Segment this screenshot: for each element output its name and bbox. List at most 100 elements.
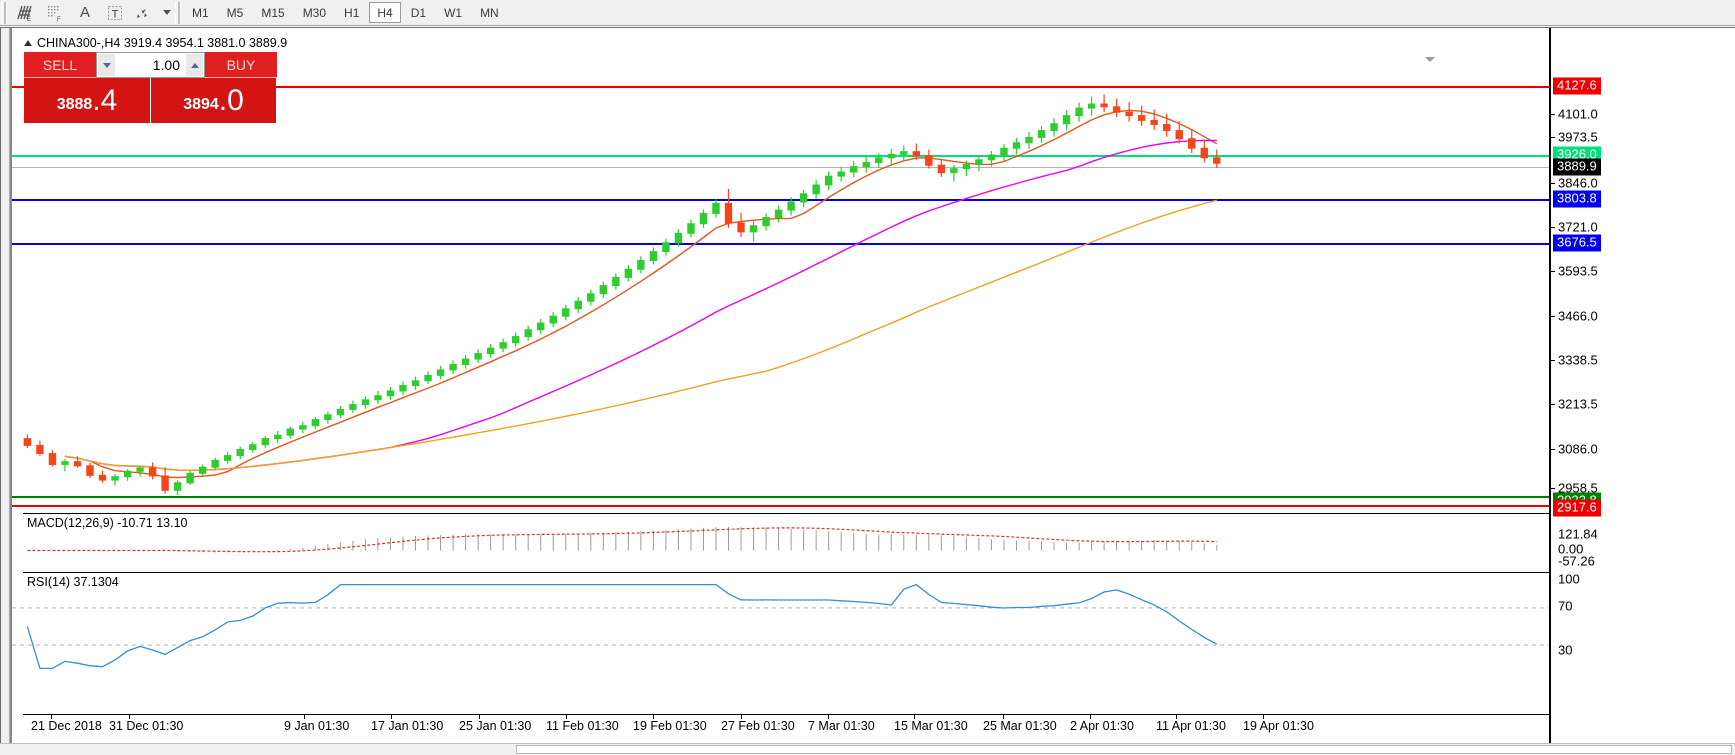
timeframe-h4[interactable]: H4 — [369, 2, 401, 23]
sell-price-display[interactable]: 3888.4 — [24, 78, 150, 123]
candle-body — [824, 175, 833, 186]
time-tick — [1263, 715, 1264, 719]
candle-body — [148, 467, 157, 477]
macd-pane-divider — [23, 513, 1550, 514]
candle-body — [136, 467, 144, 472]
time-tick — [304, 715, 305, 719]
price-axis[interactable]: 4101.0 3973.5 3846.0 3721.0 3593.5 3466.0 3338… — [1549, 28, 1735, 755]
buy-price-integer: 3894 — [183, 96, 219, 113]
buy-price-display[interactable]: 3894.0 — [150, 78, 276, 123]
candle-body — [1037, 130, 1046, 138]
scrollbar-thumb[interactable] — [516, 745, 1732, 754]
timeframe-w1[interactable]: W1 — [444, 5, 463, 20]
last-price-tag[interactable]: 3889.9 — [1553, 158, 1601, 176]
time-tick — [828, 715, 829, 719]
support-level-1-tag[interactable]: 3803.8 — [1553, 190, 1601, 208]
toolbar-grip-2[interactable] — [175, 1, 182, 24]
timeframe-m5[interactable]: M5 — [226, 5, 244, 20]
candle-body — [787, 201, 795, 211]
timeframe-h1[interactable]: H1 — [344, 5, 360, 20]
time-label: 15 Mar 01:30 — [894, 719, 968, 733]
candle-body — [712, 202, 720, 215]
level-line-green-2933[interactable] — [12, 496, 1550, 498]
one-click-trading-panel[interactable]: SELL 1.00 BUY 3888.4 3894.0 — [24, 52, 277, 123]
buy-button[interactable]: BUY — [205, 52, 277, 78]
candle-body — [587, 293, 595, 302]
candle-body — [599, 285, 608, 295]
price-tick — [1551, 360, 1555, 361]
timeframe-mn[interactable]: MN — [480, 5, 499, 20]
time-label: 17 Jan 01:30 — [371, 719, 444, 733]
sell-button[interactable]: SELL — [24, 52, 96, 78]
candle-body — [537, 322, 545, 331]
resistance-level-tag[interactable]: 4127.6 — [1553, 77, 1601, 95]
text-label-icon[interactable]: T — [100, 2, 130, 24]
candle-body — [1213, 157, 1221, 164]
timeframe-d1[interactable]: D1 — [410, 5, 427, 20]
price-label: 3593.5 — [1558, 263, 1598, 279]
time-label: 2 Apr 01:30 — [1070, 719, 1134, 733]
candle-body — [186, 472, 194, 484]
candle-body — [361, 399, 370, 406]
time-tick — [129, 715, 130, 719]
time-tick — [914, 715, 915, 719]
text-tool-icon[interactable]: A — [79, 4, 90, 21]
time-tick — [1003, 715, 1004, 719]
level-line-resistance-4127[interactable] — [12, 86, 1550, 88]
macd-max-label: 121.84 — [1558, 526, 1598, 542]
timeframe-m15[interactable]: M15 — [261, 5, 285, 20]
candle-body — [486, 347, 495, 355]
chevron-down-icon[interactable] — [160, 2, 174, 24]
macd-histogram — [177, 527, 1218, 553]
ma-slow-line — [64, 199, 1217, 472]
volume-decrease-button[interactable] — [97, 53, 116, 77]
level-line-lastprice-3889[interactable] — [12, 167, 1550, 168]
toolbar-grip-1[interactable] — [1, 1, 8, 24]
svg-text:E: E — [27, 17, 31, 22]
chart-symbol-header: CHINA300-,H4 3919.4 3954.1 3881.0 3889.9 — [24, 36, 287, 50]
time-tick — [479, 715, 480, 719]
svg-text:T: T — [112, 8, 119, 20]
support-level-2-tag[interactable]: 3676.5 — [1553, 234, 1601, 252]
candle-body — [637, 259, 645, 270]
candle-body — [1188, 138, 1196, 149]
candle-body — [424, 374, 432, 382]
red-level-tag[interactable]: 2917.6 — [1553, 499, 1601, 517]
chart-canvas-area[interactable]: CHINA300-,H4 3919.4 3954.1 3881.0 3889.9… — [10, 28, 1735, 755]
candle-body — [411, 380, 420, 387]
candle-body — [562, 308, 570, 317]
candle-body — [674, 232, 683, 244]
time-label: 19 Feb 01:30 — [633, 719, 707, 733]
time-label: 25 Mar 01:30 — [983, 719, 1057, 733]
level-line-support-3803[interactable] — [12, 199, 1550, 201]
time-axis[interactable]: 21 Dec 2018 31 Dec 01:30 9 Jan 01:30 17 Jan… — [23, 714, 1550, 736]
price-tick — [1551, 488, 1555, 489]
price-tick — [1551, 449, 1555, 450]
candle-body — [850, 166, 858, 173]
level-line-stop-3926[interactable] — [12, 155, 1550, 157]
level-line-red-2917[interactable] — [12, 505, 1550, 507]
chart-left-grip[interactable] — [1, 28, 10, 755]
triangle-up-icon — [190, 62, 199, 68]
candle-body — [1112, 106, 1121, 113]
timeframe-m30[interactable]: M30 — [302, 5, 327, 20]
chart-collapse-icon[interactable] — [1425, 57, 1435, 62]
timeframe-m1[interactable]: M1 — [192, 5, 209, 20]
volume-increase-button[interactable] — [185, 53, 204, 77]
triangle-down-icon — [102, 62, 111, 68]
macd-min-label: -57.26 — [1558, 553, 1595, 569]
crosshair-icon[interactable]: F — [40, 2, 70, 24]
volume-input[interactable]: 1.00 — [116, 53, 185, 77]
time-label: 25 Jan 01:30 — [459, 719, 532, 733]
candle-body — [1175, 130, 1183, 140]
indicators-icon[interactable]: E — [10, 2, 40, 24]
chart-window: CHINA300-,H4 3919.4 3954.1 3881.0 3889.9… — [0, 27, 1735, 755]
candle-body — [1025, 136, 1033, 144]
collapse-triangle-icon[interactable] — [24, 40, 32, 46]
level-line-support-3676[interactable] — [12, 243, 1550, 245]
volume-stepper[interactable]: 1.00 — [96, 52, 205, 78]
ma-fast-line — [64, 109, 1218, 479]
horizontal-scrollbar[interactable] — [0, 743, 1735, 755]
candle-body — [925, 155, 933, 166]
objects-icon[interactable] — [130, 2, 160, 24]
